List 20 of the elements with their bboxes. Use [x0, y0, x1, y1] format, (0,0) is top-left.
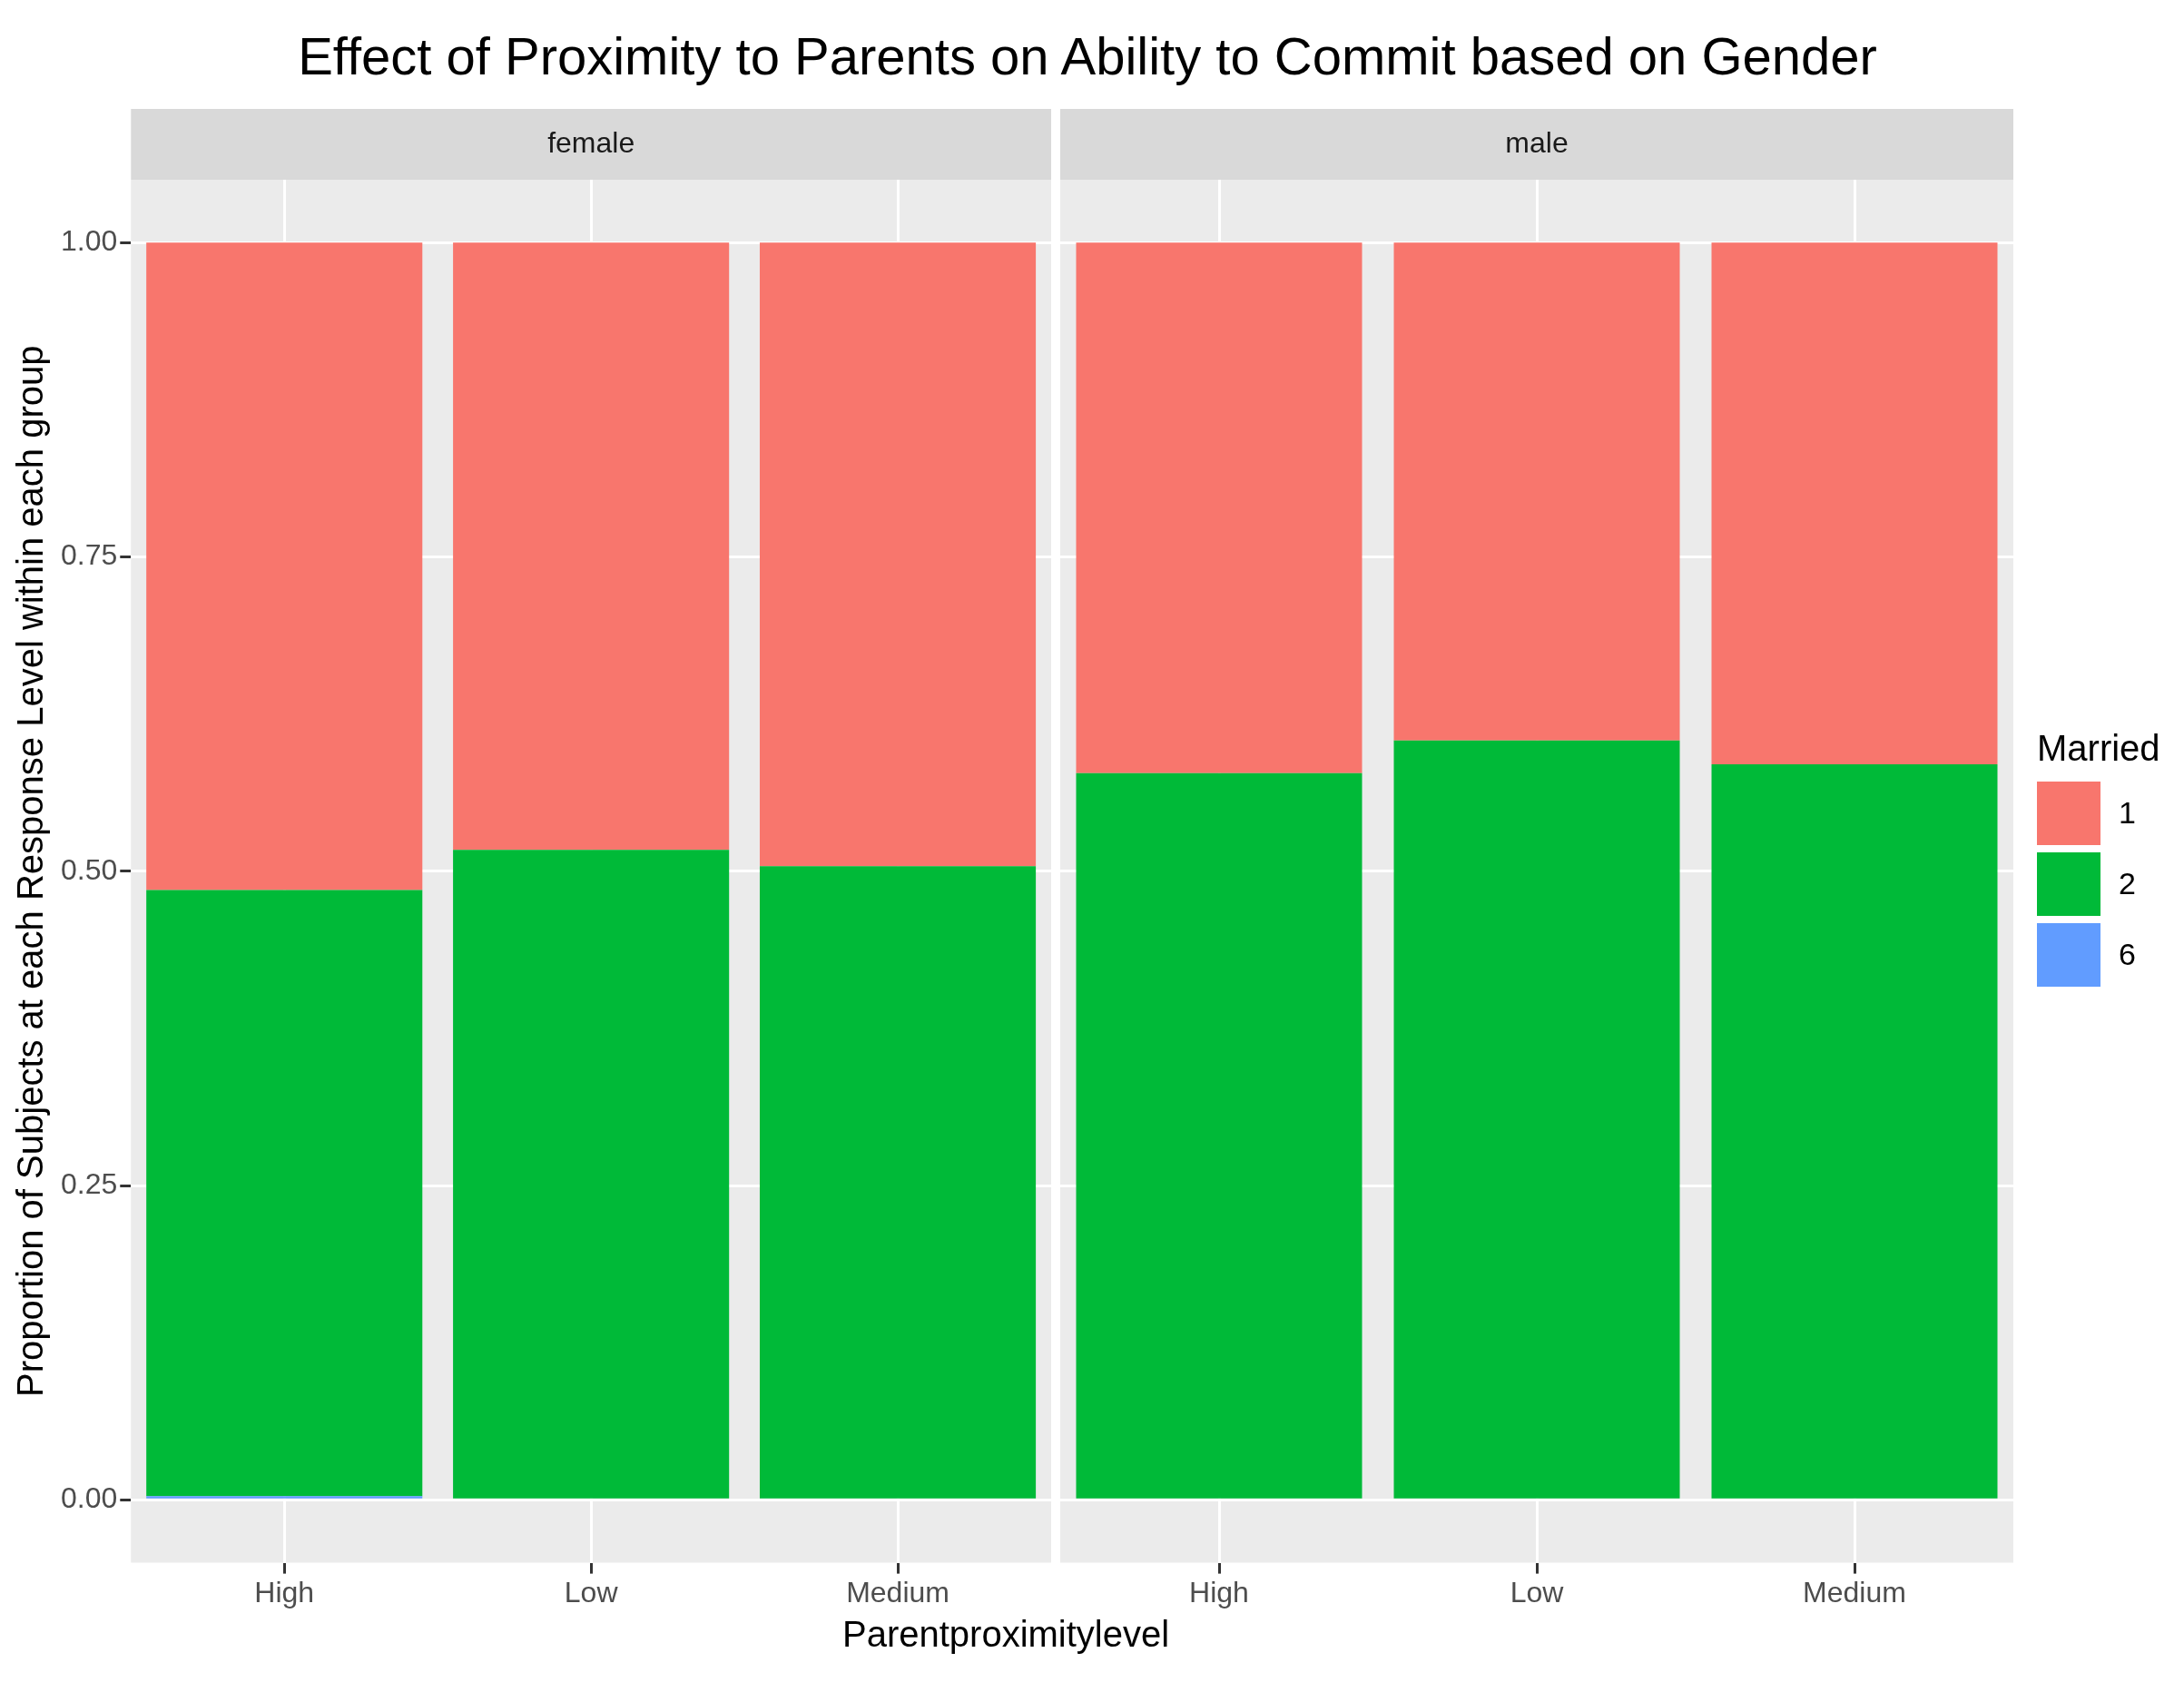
y-tick-label: 0.75: [61, 538, 118, 572]
x-tick-label: High: [1189, 1575, 1249, 1608]
x-axis-title: Parentproximitylevel: [841, 1614, 1171, 1655]
x-tick-label: Low: [564, 1575, 619, 1608]
y-tick-label: 0.25: [61, 1166, 118, 1200]
x-tick-label: Medium: [1803, 1575, 1906, 1608]
chart-title: Effect of Proximity to Parents on Ability to Commit based on Gender: [297, 25, 1878, 87]
y-tick-label: 0.00: [61, 1481, 118, 1515]
legend-label: 6: [2119, 937, 2136, 972]
y-tick-label: 0.50: [61, 852, 118, 886]
x-tick-label: High: [254, 1575, 315, 1608]
legend-title: Married: [2037, 727, 2160, 769]
chart-subtitle: female: [547, 125, 635, 159]
legend-label: 1: [2119, 795, 2136, 831]
legend-label: 2: [2119, 866, 2136, 901]
y-axis-title: Proportion of Subjects at each Response Level within each group: [10, 345, 51, 1398]
x-tick-label: Medium: [846, 1575, 949, 1608]
chart-subtitle: male: [1505, 125, 1569, 159]
x-tick-label: Low: [1510, 1575, 1565, 1608]
y-tick-label: 1.00: [61, 224, 118, 258]
